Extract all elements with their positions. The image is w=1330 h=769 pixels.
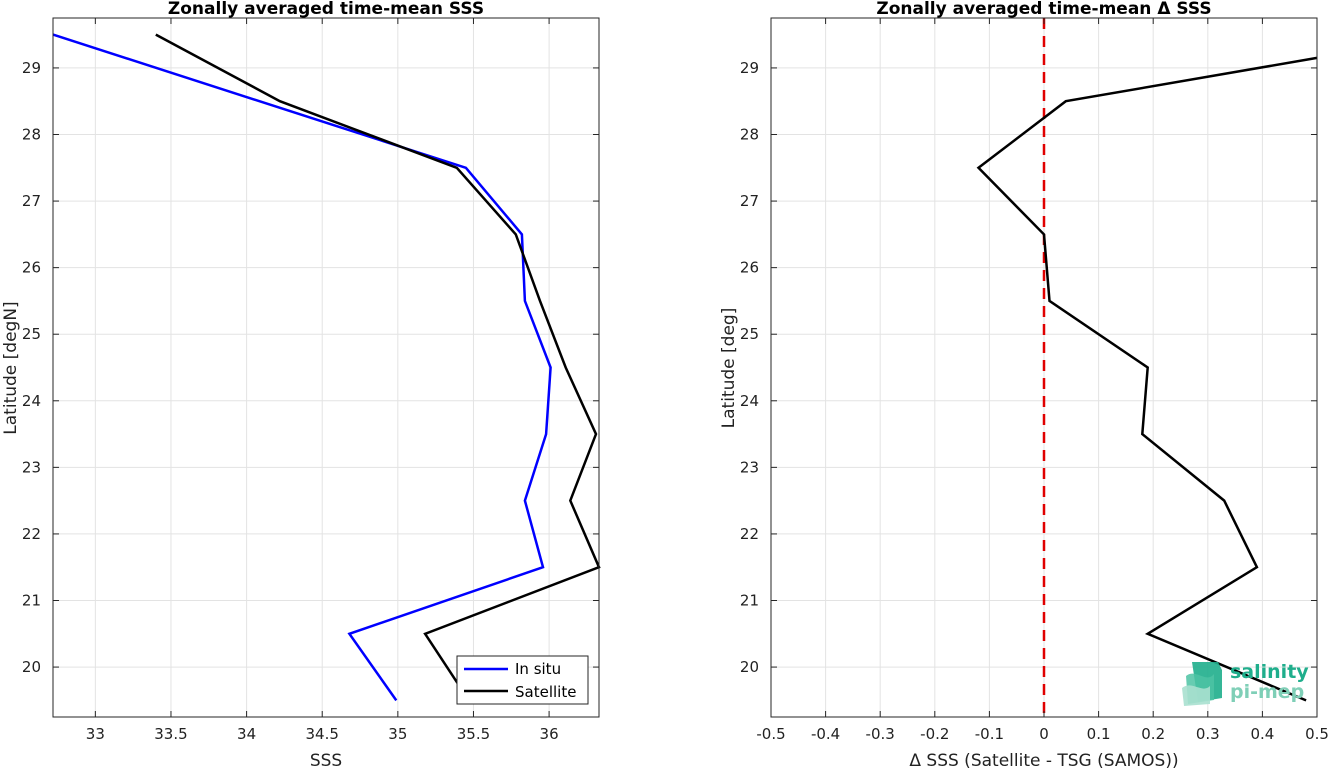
left-y-axis-label: Latitude [degN] xyxy=(1,301,21,434)
right-y-tick-label: 22 xyxy=(740,525,759,543)
left-y-tick-label: 23 xyxy=(22,458,41,476)
left-y-tick-label: 27 xyxy=(22,192,41,210)
right-y-tick-label: 20 xyxy=(740,658,759,676)
legend: In situ Satellite xyxy=(456,655,589,705)
legend-label-in-situ: In situ xyxy=(515,660,561,678)
left-y-tick-label: 29 xyxy=(22,59,41,77)
left-series-line-satellite xyxy=(155,33,601,702)
legend-box xyxy=(456,655,589,705)
right-series-line-series-0 xyxy=(976,56,1318,702)
left-series-line-in-situ xyxy=(52,33,552,702)
left-y-tick-label: 21 xyxy=(22,592,41,610)
logo-line2: pi-mep xyxy=(1230,681,1304,703)
right-y-tick-label: 26 xyxy=(740,259,759,277)
right-x-ticks: -0.5 -0.4 -0.3 -0.2 -0.1 0 0.1 0.2 0.3 0.4 0.5 xyxy=(756,18,1329,743)
right-y-tick-label: 27 xyxy=(740,192,759,210)
left-x-tick-label: 33 xyxy=(86,725,105,743)
left-x-tick-label: 33.5 xyxy=(154,725,187,743)
right-y-tick-label: 25 xyxy=(740,325,759,343)
right-x-tick-label: -0.5 xyxy=(756,725,785,743)
left-axes-frame xyxy=(52,17,600,718)
right-series xyxy=(976,56,1318,702)
right-x-tick-label: -0.2 xyxy=(920,725,949,743)
right-chart: -0.5 -0.4 -0.3 -0.2 -0.1 0 0.1 0.2 0.3 0.4 0.5 202… xyxy=(719,0,1329,769)
left-y-tick-label: 24 xyxy=(22,392,41,410)
left-chart-title: Zonally averaged time-mean SSS xyxy=(168,0,484,19)
left-x-ticks: 33 33.5 34 34.5 35 35.5 36 xyxy=(86,18,559,743)
salinity-pi-mep-logo: salinity pi-mep xyxy=(1182,661,1309,706)
right-x-tick-label: -0.4 xyxy=(811,725,840,743)
left-chart: 33 33.5 34 34.5 35 35.5 36 2021222324252627282… xyxy=(1,0,601,769)
left-series xyxy=(52,33,601,702)
right-x-tick-label: 0.4 xyxy=(1250,725,1274,743)
right-x-axis-label: Δ SSS (Satellite - TSG (SAMOS)) xyxy=(909,751,1178,769)
left-x-tick-label: 34.5 xyxy=(306,725,339,743)
right-y-tick-label: 28 xyxy=(740,126,759,144)
right-y-tick-label: 23 xyxy=(740,458,759,476)
right-x-tick-label: 0.2 xyxy=(1141,725,1165,743)
left-x-tick-label: 35.5 xyxy=(457,725,490,743)
right-y-tick-label: 24 xyxy=(740,392,759,410)
left-y-tick-label: 25 xyxy=(22,325,41,343)
right-x-tick-label: 0.5 xyxy=(1305,725,1329,743)
right-x-tick-label: -0.3 xyxy=(866,725,895,743)
left-grid xyxy=(53,18,599,717)
right-x-tick-label: 0.1 xyxy=(1087,725,1111,743)
right-y-ticks: 20 21 22 23 24 25 26 27 28 29 xyxy=(740,59,1317,676)
right-y-tick-label: 29 xyxy=(740,59,759,77)
right-x-tick-label: -0.1 xyxy=(975,725,1004,743)
right-y-axis-label: Latitude [deg] xyxy=(719,308,739,429)
left-y-tick-label: 22 xyxy=(22,525,41,543)
left-y-ticks: 20 21 22 23 24 25 26 27 28 29 xyxy=(22,59,599,676)
logo-line1: salinity xyxy=(1230,661,1309,683)
right-chart-title: Zonally averaged time-mean Δ SSS xyxy=(876,0,1211,19)
left-y-tick-label: 28 xyxy=(22,126,41,144)
right-x-tick-label: 0.3 xyxy=(1196,725,1220,743)
right-y-tick-label: 21 xyxy=(740,592,759,610)
left-x-tick-label: 34 xyxy=(237,725,256,743)
left-x-tick-label: 36 xyxy=(540,725,559,743)
logo-wave-icon xyxy=(1182,662,1222,706)
left-y-tick-label: 26 xyxy=(22,259,41,277)
left-x-axis-label: SSS xyxy=(310,751,342,769)
left-x-tick-label: 35 xyxy=(388,725,407,743)
right-x-tick-label: 0 xyxy=(1039,725,1049,743)
legend-label-satellite: Satellite xyxy=(515,683,576,701)
left-y-tick-label: 20 xyxy=(22,658,41,676)
